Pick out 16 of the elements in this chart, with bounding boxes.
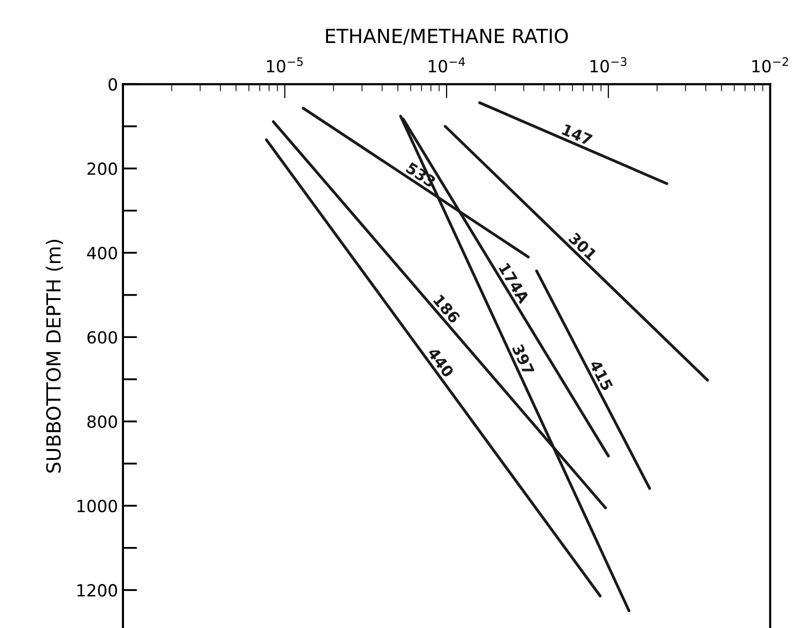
y-tick-label: 600	[87, 331, 117, 344]
y-tick-label: 1200	[78, 584, 117, 597]
x-axis-title: ETHANE/METHANE RATIO	[326, 28, 568, 45]
y-tick-label: 1000	[78, 500, 117, 512]
text: 147	[562, 124, 593, 146]
text: 397	[512, 344, 535, 376]
y-tick-label: 800	[87, 415, 117, 428]
x-tick-label: 10$^{−5}$	[267, 57, 303, 72]
text: 415	[589, 359, 614, 392]
x-tick-label: 10$^{−4}$	[428, 57, 465, 72]
y-tick-label: 400	[87, 246, 117, 260]
y-axis-title: SUBBOTTOM DEPTH (m)	[46, 240, 64, 473]
x-tick-label: 10$^{−3}$	[590, 57, 626, 72]
y-tick-label: 0	[108, 78, 117, 91]
y-tick-label: 200	[88, 162, 117, 176]
x-tick-label: 10$^{−2}$	[752, 57, 788, 72]
